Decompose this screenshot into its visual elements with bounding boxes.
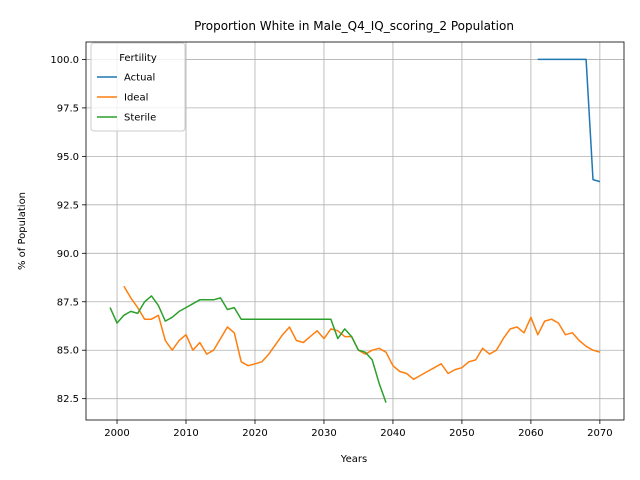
y-tick-label: 82.5 — [57, 394, 79, 405]
x-tick-label: 2050 — [449, 428, 474, 439]
legend-label-ideal: Ideal — [124, 93, 148, 104]
y-tick-label: 85.0 — [57, 346, 79, 357]
x-tick-label: 2060 — [518, 428, 543, 439]
x-tick-label: 2030 — [311, 428, 336, 439]
x-tick-label: 2000 — [104, 428, 129, 439]
chart-title: Proportion White in Male_Q4_IQ_scoring_2… — [194, 19, 514, 33]
x-tick-label: 2020 — [242, 428, 267, 439]
x-tick-label: 2010 — [173, 428, 198, 439]
x-tick-label: 2070 — [587, 428, 612, 439]
y-tick-label: 87.5 — [57, 297, 79, 308]
y-tick-label: 95.0 — [57, 152, 79, 163]
x-axis-label: Years — [340, 454, 367, 465]
y-tick-label: 100.0 — [50, 55, 79, 66]
legend-label-actual: Actual — [124, 73, 155, 84]
x-tick-label: 2040 — [380, 428, 405, 439]
y-axis-label: % of Population — [17, 192, 28, 270]
y-tick-label: 97.5 — [57, 103, 79, 114]
legend-title: Fertility — [119, 53, 157, 64]
y-tick-label: 92.5 — [57, 200, 79, 211]
legend: Fertility Actual Ideal Sterile — [91, 43, 185, 131]
y-tick-label: 90.0 — [57, 249, 79, 260]
legend-label-sterile: Sterile — [124, 113, 156, 124]
